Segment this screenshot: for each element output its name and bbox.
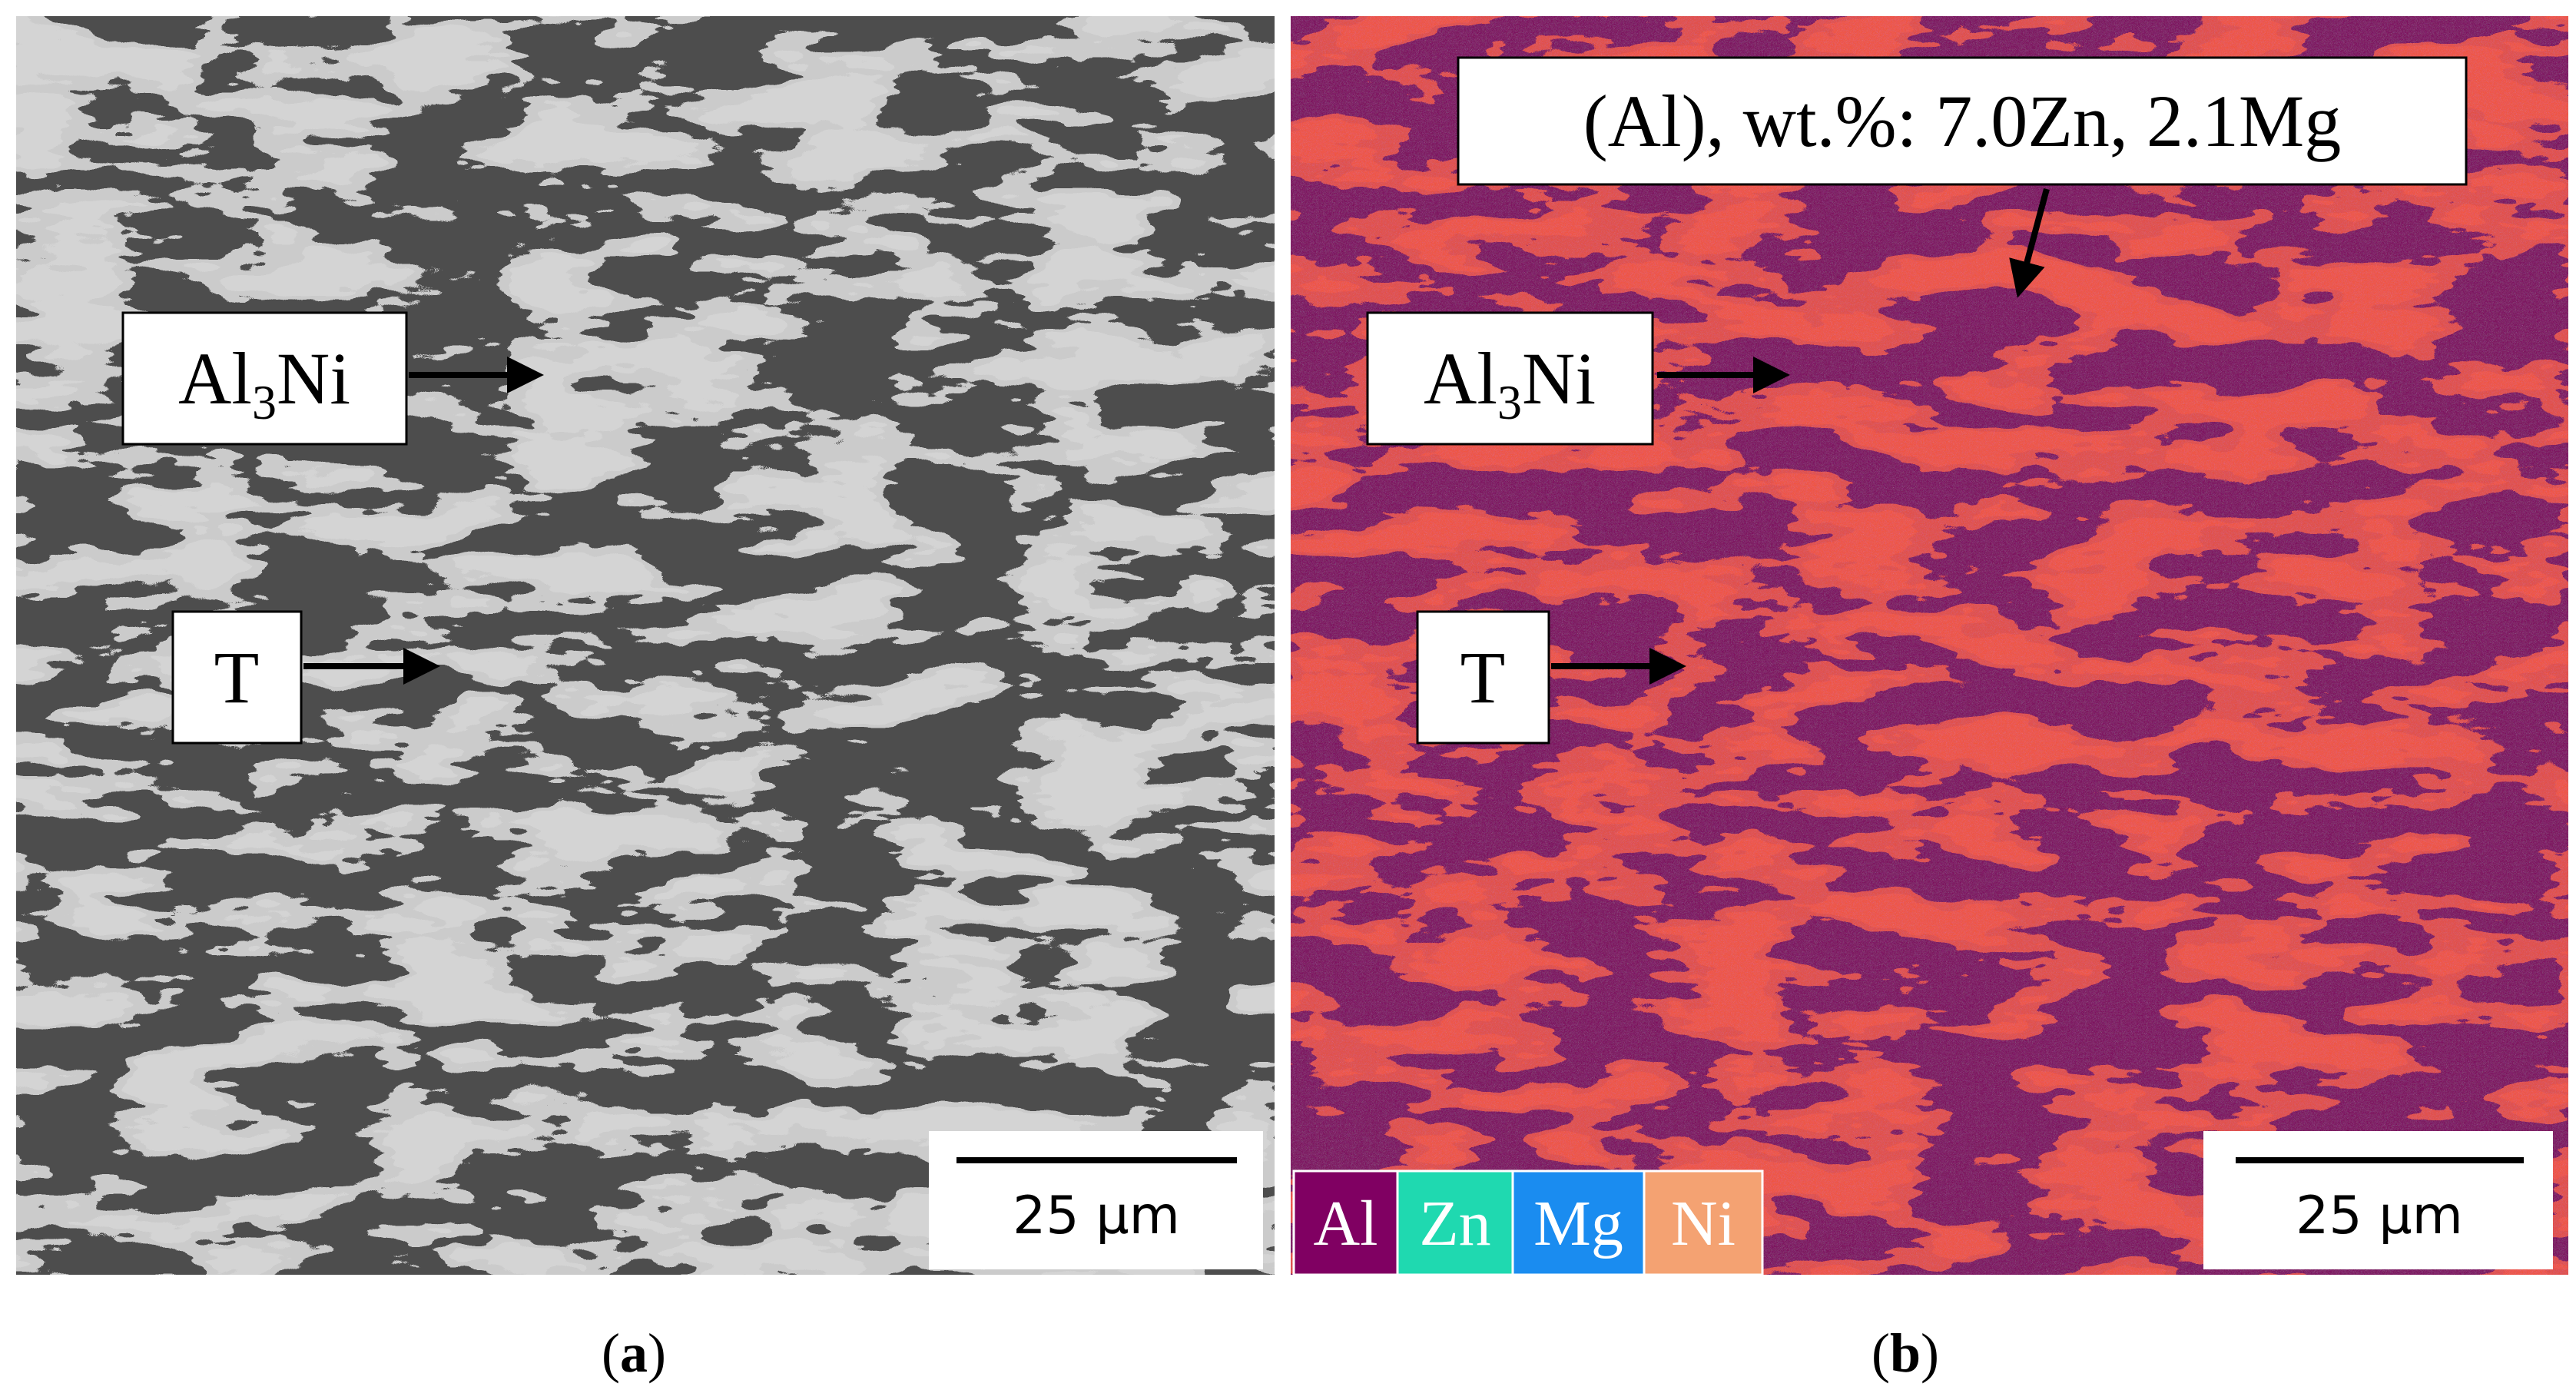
panel-a: Al3Ni T 25 µm (a) [16,16,1275,1384]
legend-label: Zn [1419,1188,1490,1259]
legend-label: Al [1314,1188,1378,1259]
legend: Al Zn Mg Ni [1292,1169,1764,1276]
phase-label: Al3Ni [178,337,350,430]
label-box [1457,56,2468,186]
label-box [171,610,303,745]
phase-label: T [1460,636,1506,718]
label-box [121,311,408,446]
label-box [1416,610,1550,745]
phase-label: T [214,636,260,718]
legend-swatch [1396,1169,1514,1276]
legend-label: Mg [1533,1188,1623,1259]
scale-bar-label: 25 µm [2296,1186,2463,1246]
arrow [2009,187,2050,298]
legend-swatch [1292,1169,1399,1276]
scale-bar-box [2203,1131,2553,1269]
panel-b: (Al), wt.%: 7.0Zn, 2.1Mg Al3Ni T 25 µm A… [1291,16,2568,1384]
legend-label: Ni [1671,1188,1736,1259]
caption: (a) [602,1322,666,1384]
phase-label: (Al), wt.%: 7.0Zn, 2.1Mg [1583,80,2342,162]
legend-swatch [1511,1169,1646,1276]
label-box [1366,311,1654,446]
scale-bar-label: 25 µm [1013,1186,1180,1246]
scale-bar-box [929,1131,1263,1269]
phase-label: Al3Ni [1424,337,1596,430]
caption: (b) [1871,1322,1939,1384]
legend-swatch [1643,1169,1764,1276]
